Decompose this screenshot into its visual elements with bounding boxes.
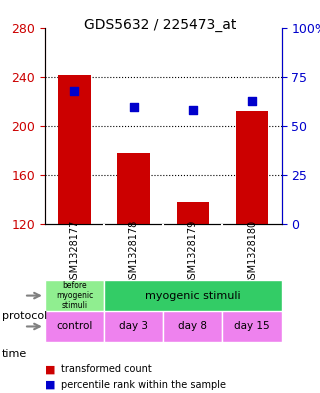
Text: before
myogenic
stimuli: before myogenic stimuli — [56, 281, 93, 310]
Text: ■: ■ — [45, 380, 55, 390]
Text: day 3: day 3 — [119, 321, 148, 331]
FancyBboxPatch shape — [163, 311, 222, 342]
Text: GDS5632 / 225473_at: GDS5632 / 225473_at — [84, 18, 236, 32]
Point — [131, 104, 136, 110]
FancyBboxPatch shape — [104, 280, 282, 311]
Text: myogenic stimuli: myogenic stimuli — [145, 290, 241, 301]
Text: protocol: protocol — [2, 311, 47, 321]
Bar — [236, 111, 268, 224]
Text: GSM1328180: GSM1328180 — [247, 220, 257, 285]
Text: percentile rank within the sample: percentile rank within the sample — [61, 380, 226, 390]
FancyBboxPatch shape — [45, 280, 104, 311]
Text: GSM1328179: GSM1328179 — [188, 219, 198, 285]
Text: GSM1328177: GSM1328177 — [69, 219, 79, 285]
Text: control: control — [56, 321, 92, 331]
Point — [190, 107, 195, 113]
Bar — [58, 75, 91, 224]
Bar — [117, 153, 150, 224]
FancyBboxPatch shape — [104, 311, 163, 342]
FancyBboxPatch shape — [45, 311, 104, 342]
Point — [250, 98, 255, 104]
Text: GSM1328178: GSM1328178 — [129, 219, 139, 285]
FancyBboxPatch shape — [222, 311, 282, 342]
Text: transformed count: transformed count — [61, 364, 152, 375]
Text: ■: ■ — [45, 364, 55, 375]
Text: time: time — [2, 349, 27, 359]
Text: day 15: day 15 — [234, 321, 270, 331]
Text: day 8: day 8 — [178, 321, 207, 331]
Point — [72, 88, 77, 94]
Bar — [177, 202, 209, 224]
